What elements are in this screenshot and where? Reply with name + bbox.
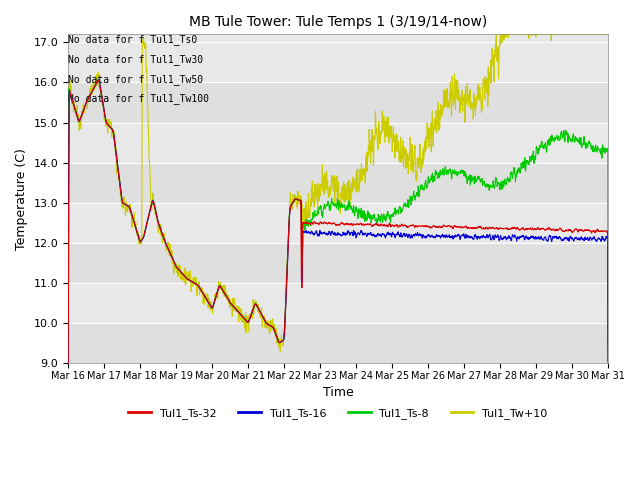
Bar [68,83,608,122]
Legend: Tul1_Ts-32, Tul1_Ts-16, Tul1_Ts-8, Tul1_Tw+10: Tul1_Ts-32, Tul1_Ts-16, Tul1_Ts-8, Tul1_… [124,403,552,423]
Text: No data for f Tul1_Tw30: No data for f Tul1_Tw30 [68,54,203,65]
X-axis label: Time: Time [323,386,353,399]
Bar [68,163,608,203]
Y-axis label: Temperature (C): Temperature (C) [15,148,28,250]
Text: No data for f Tul1_Tw50: No data for f Tul1_Tw50 [68,74,203,84]
Title: MB Tule Tower: Tule Temps 1 (3/19/14-now): MB Tule Tower: Tule Temps 1 (3/19/14-now… [189,15,487,29]
Bar [68,243,608,283]
Text: No data for f Tul1_Ts0: No data for f Tul1_Ts0 [68,35,197,45]
Text: No data for f Tul1_Tw100: No data for f Tul1_Tw100 [68,94,209,105]
Bar [68,323,608,363]
